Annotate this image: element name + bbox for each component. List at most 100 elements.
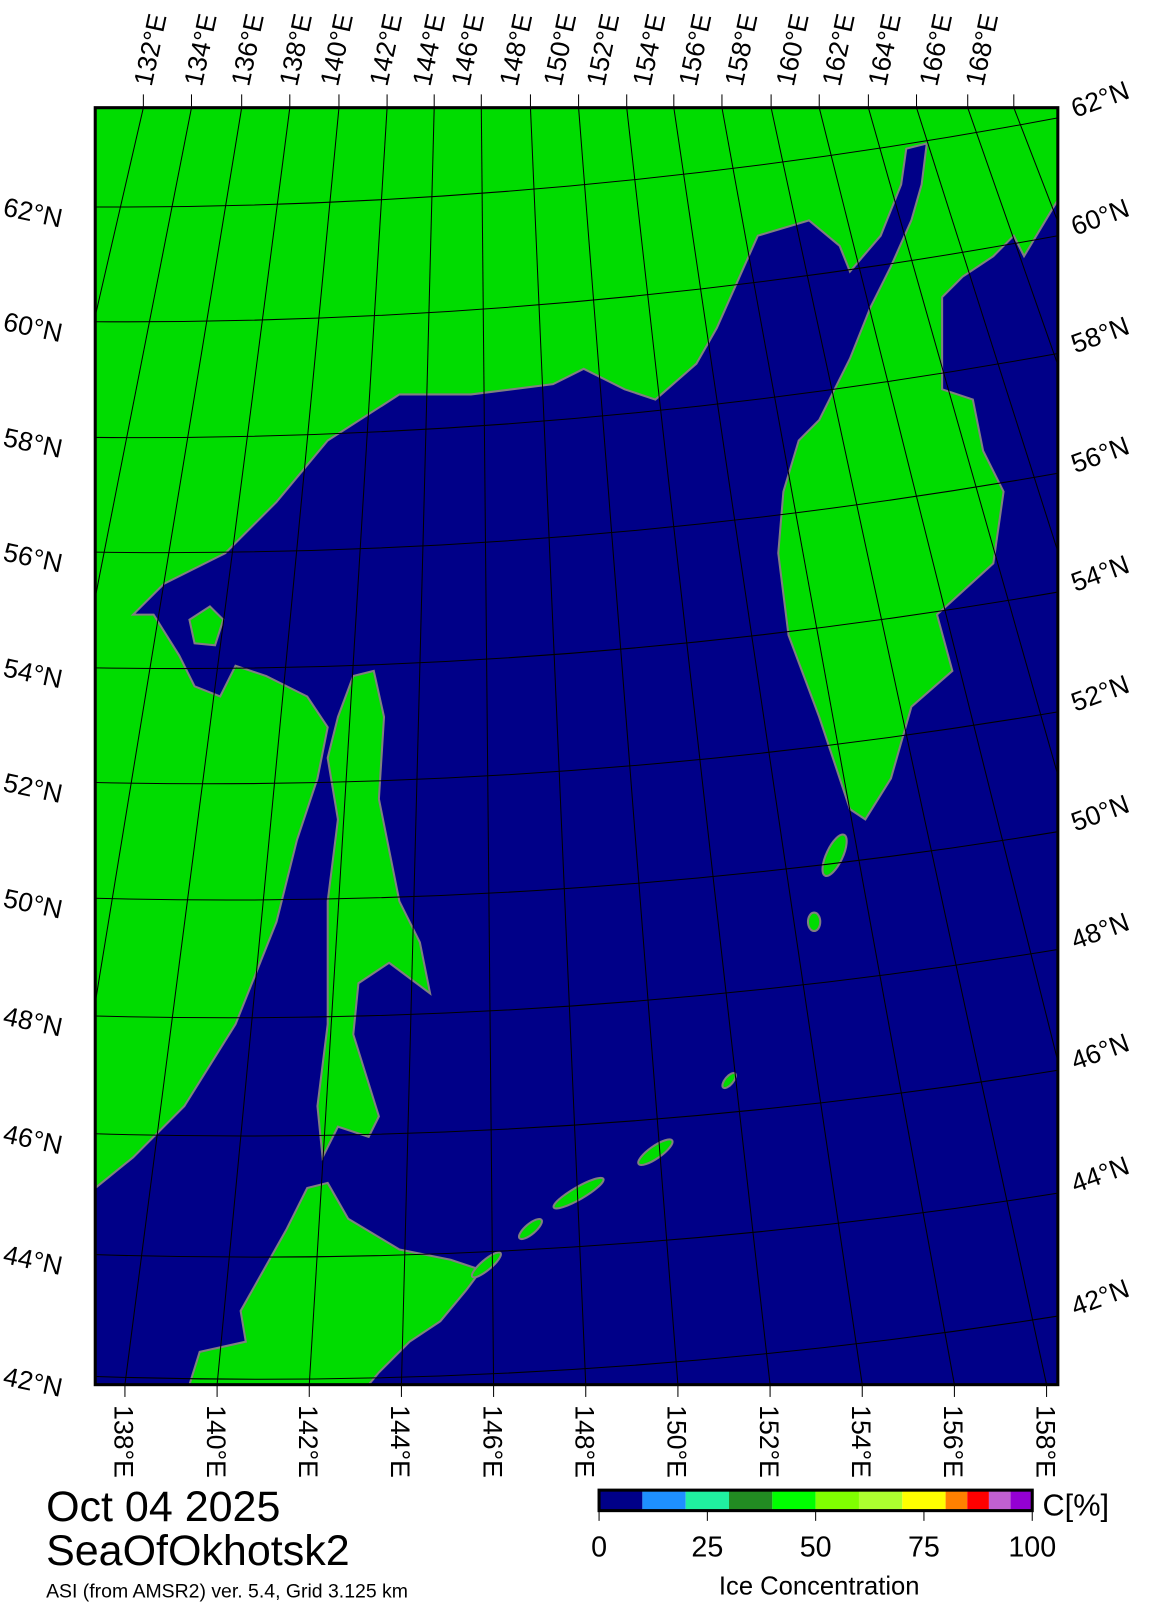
bottom-lon-label: 152°E — [754, 1405, 784, 1478]
parallel-line — [95, 948, 1058, 1019]
meridian-line — [529, 107, 587, 1385]
bottom-lon-label: 156°E — [938, 1405, 968, 1478]
right-lat-label: 54°N — [1067, 549, 1133, 598]
colorbar-segment — [729, 1490, 773, 1511]
left-lat-label: 52°N — [1, 767, 65, 809]
top-lon-label: 154°E — [627, 11, 671, 88]
colorbar-unit: C[%] — [1042, 1488, 1109, 1523]
colorbar-segment — [858, 1490, 903, 1511]
colorbar: 0 25 50 75 100 — [591, 1488, 1056, 1564]
meridian-line — [480, 107, 495, 1385]
date-title: Oct 04 2025 — [46, 1483, 280, 1531]
colorbar-segment — [815, 1490, 859, 1511]
bottom-lon-label: 158°E — [1030, 1405, 1060, 1478]
left-lat-label: 54°N — [1, 653, 65, 695]
meridian-line — [626, 107, 771, 1385]
colorbar-segment — [988, 1490, 1011, 1511]
left-lat-label: 42°N — [1, 1361, 65, 1403]
meridian-line — [400, 107, 435, 1385]
kuril-island — [552, 1176, 605, 1210]
parallel-line — [95, 831, 1058, 901]
shantar-island — [188, 605, 225, 647]
parallel-line — [95, 472, 1058, 554]
meridian-line — [124, 107, 291, 1385]
meridian-line — [578, 107, 679, 1385]
top-lon-label: 138°E — [273, 11, 317, 88]
left-lat-label: 44°N — [1, 1239, 65, 1281]
bottom-lon-label: 140°E — [201, 1405, 231, 1478]
left-lat-label: 60°N — [1, 306, 65, 348]
parallel-line — [95, 711, 1058, 785]
meridian-line — [867, 107, 1058, 777]
top-lon-label: 136°E — [225, 11, 269, 88]
meridian-line — [95, 107, 243, 1006]
bottom-lon-label: 138°E — [109, 1405, 139, 1478]
top-lon-label: 162°E — [816, 11, 860, 88]
top-lon-label: 150°E — [538, 11, 582, 88]
colorbar-segment — [945, 1490, 968, 1511]
colorbar-segment — [902, 1490, 946, 1511]
meridian-line — [818, 107, 1058, 1064]
top-lon-label: 132°E — [128, 11, 172, 88]
right-lat-label: 44°N — [1067, 1150, 1133, 1199]
colorbar-tick-label: 50 — [800, 1532, 832, 1564]
top-lon-label: 148°E — [494, 11, 538, 88]
colorbar-segment — [642, 1490, 686, 1511]
top-lon-label: 160°E — [770, 11, 814, 88]
colorbar-title: Ice Concentration — [719, 1573, 920, 1601]
left-lat-label: 50°N — [1, 883, 65, 925]
top-lon-label: 142°E — [364, 11, 408, 88]
kuril-island — [821, 833, 848, 877]
bottom-lon-label: 142°E — [293, 1405, 323, 1478]
right-lat-label: 56°N — [1067, 430, 1133, 479]
bottom-lon-label: 148°E — [570, 1405, 600, 1478]
kuril-island — [806, 911, 822, 933]
right-lat-label: 58°N — [1067, 311, 1133, 360]
colorbar-tick-label: 0 — [591, 1532, 607, 1564]
right-lat-label: 50°N — [1067, 789, 1133, 838]
left-lat-label: 58°N — [1, 422, 65, 464]
meridian-line — [721, 107, 955, 1385]
kuril-island — [637, 1138, 674, 1167]
top-lon-label: 158°E — [719, 11, 763, 88]
colorbar-segment — [599, 1490, 643, 1511]
right-lat-label: 52°N — [1067, 669, 1133, 718]
meridian-line — [770, 107, 1048, 1385]
colorbar-tick-label: 25 — [691, 1532, 723, 1564]
kuril-island — [517, 1217, 543, 1241]
right-lat-label: 42°N — [1067, 1273, 1133, 1322]
parallel-line — [95, 117, 1058, 208]
top-lon-label: 152°E — [581, 11, 625, 88]
left-lat-label: 62°N — [1, 192, 65, 234]
parallel-line — [95, 1192, 1058, 1258]
left-lat-label: 56°N — [1, 537, 65, 579]
parallel-line — [95, 352, 1058, 439]
parallel-line — [95, 591, 1058, 670]
top-lon-label: 156°E — [673, 11, 717, 88]
colorbar-tick-label: 75 — [908, 1532, 940, 1564]
right-lat-label: 48°N — [1067, 907, 1133, 956]
kuril-island — [470, 1251, 502, 1279]
right-lat-label: 60°N — [1067, 193, 1133, 242]
top-lon-label: 146°E — [446, 11, 490, 88]
bottom-lon-label: 146°E — [477, 1405, 507, 1478]
meridian-line — [216, 107, 340, 1385]
left-lat-label: 46°N — [1, 1118, 65, 1160]
top-lon-label: 144°E — [407, 11, 451, 88]
bottom-lon-label: 144°E — [385, 1405, 415, 1478]
colorbar-segment — [967, 1490, 989, 1511]
map-frame — [93, 106, 1060, 1387]
bottom-lon-label: 150°E — [662, 1405, 692, 1478]
region-title: SeaOfOkhotsk2 — [46, 1527, 350, 1575]
source-caption: ASI (from AMSR2) ver. 5.4, Grid 3.125 km — [46, 1581, 408, 1603]
colorbar-tick-label: 100 — [1008, 1532, 1056, 1564]
top-lon-label: 164°E — [862, 11, 906, 88]
hokkaido-island — [188, 1181, 483, 1385]
left-lat-label: 48°N — [1, 1001, 65, 1043]
parallel-line — [95, 1315, 1058, 1380]
top-lon-label: 166°E — [914, 11, 958, 88]
colorbar-segment — [685, 1490, 730, 1511]
top-lon-label: 168°E — [960, 11, 1004, 88]
